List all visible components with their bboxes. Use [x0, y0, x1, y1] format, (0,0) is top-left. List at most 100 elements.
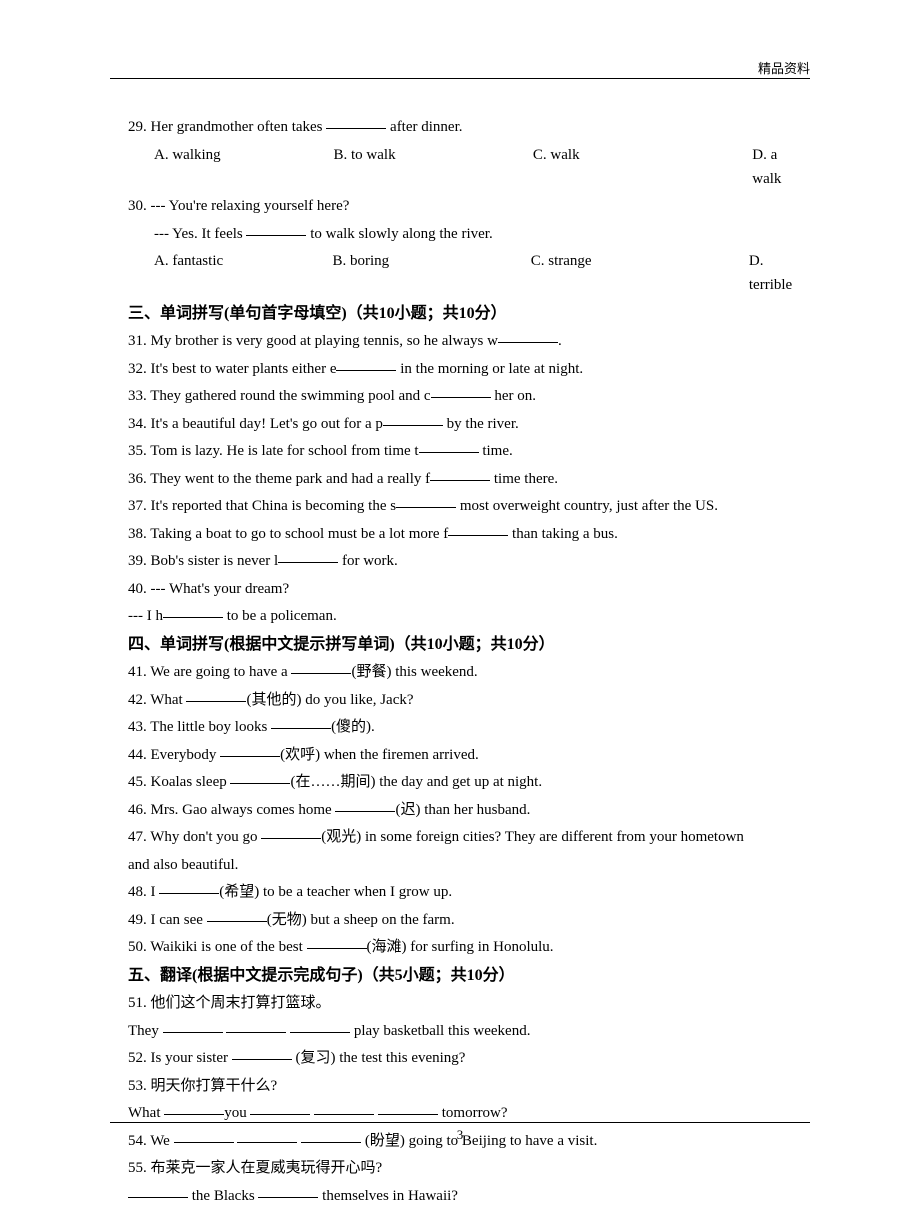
q35-b: time.	[479, 443, 513, 459]
blank	[220, 743, 280, 757]
blank	[326, 115, 386, 129]
q45-b: (在……期间) the day and get up at night.	[290, 774, 542, 790]
q32-b: in the morning or late at night.	[396, 361, 583, 377]
blank	[230, 770, 290, 784]
q50-b: (海滩) for surfing in Honolulu.	[367, 939, 554, 955]
q29-opt-c: C. walk	[533, 143, 752, 191]
q33-b: her on.	[491, 388, 536, 404]
q45-a: 45. Koalas sleep	[128, 774, 230, 790]
blank	[163, 604, 223, 618]
blank	[378, 1101, 438, 1115]
blank	[383, 412, 443, 426]
q44-a: 44. Everybody	[128, 747, 220, 763]
section5-title: 五、翻译(根据中文提示完成句子)（共5小题；共10分）	[128, 963, 810, 989]
q30-line1: 30. --- You're relaxing yourself here?	[128, 194, 810, 218]
q31-b: .	[558, 333, 562, 349]
q44: 44. Everybody (欢呼) when the firemen arri…	[128, 743, 810, 767]
q47-line2: and also beautiful.	[128, 853, 810, 877]
blank	[159, 880, 219, 894]
blank	[163, 1019, 223, 1033]
q36-b: time there.	[490, 471, 558, 487]
q36-a: 36. They went to the theme park and had …	[128, 471, 430, 487]
q53-b: you	[224, 1105, 250, 1121]
q30-opt-c: C. strange	[531, 249, 749, 297]
q30-line2: --- Yes. It feels to walk slowly along t…	[128, 222, 810, 246]
page-content: 29. Her grandmother often takes after di…	[128, 115, 810, 1211]
q53-c: tomorrow?	[438, 1105, 508, 1121]
q47-a: 47. Why don't you go	[128, 829, 261, 845]
q30-opt-b: B. boring	[332, 249, 530, 297]
blank	[186, 688, 246, 702]
blank	[430, 467, 490, 481]
blank	[164, 1101, 224, 1115]
q40-line2: --- I h to be a policeman.	[128, 604, 810, 628]
blank	[226, 1019, 286, 1033]
q52-a: 52. Is your sister	[128, 1050, 232, 1066]
q29-text-a: 29. Her grandmother often takes	[128, 119, 326, 135]
q47-b: (观光) in some foreign cities? They are di…	[321, 829, 744, 845]
q51-line1: 51. 他们这个周末打算打篮球。	[128, 991, 810, 1015]
q49-b: (无物) but a sheep on the farm.	[267, 912, 455, 928]
q29-text-b: after dinner.	[386, 119, 462, 135]
blank	[261, 825, 321, 839]
q39-a: 39. Bob's sister is never l	[128, 553, 278, 569]
q48-a: 48. I	[128, 884, 159, 900]
q55-line1: 55. 布莱克一家人在夏威夷玩得开心吗?	[128, 1156, 810, 1180]
blank	[250, 1101, 310, 1115]
q29-opt-b: B. to walk	[333, 143, 532, 191]
blank	[307, 935, 367, 949]
q46-a: 46. Mrs. Gao always comes home	[128, 802, 335, 818]
q33-a: 33. They gathered round the swimming poo…	[128, 388, 431, 404]
q46: 46. Mrs. Gao always comes home (迟) than …	[128, 798, 810, 822]
q42-b: (其他的) do you like, Jack?	[246, 692, 413, 708]
q29-options: A. walking B. to walk C. walk D. a walk	[128, 143, 810, 191]
blank	[336, 357, 396, 371]
q40-line1: 40. --- What's your dream?	[128, 577, 810, 601]
q35-a: 35. Tom is lazy. He is late for school f…	[128, 443, 419, 459]
q30-text-b: to walk slowly along the river.	[306, 226, 492, 242]
q55-b: themselves in Hawaii?	[318, 1188, 458, 1204]
q37-b: most overweight country, just after the …	[456, 498, 718, 514]
q30-options: A. fantastic B. boring C. strange D. ter…	[128, 249, 810, 297]
q34: 34. It's a beautiful day! Let's go out f…	[128, 412, 810, 436]
blank	[291, 660, 351, 674]
q50: 50. Waikiki is one of the best (海滩) for …	[128, 935, 810, 959]
blank	[246, 222, 306, 236]
q29-stem: 29. Her grandmother often takes after di…	[128, 115, 810, 139]
q48: 48. I (希望) to be a teacher when I grow u…	[128, 880, 810, 904]
blank	[396, 494, 456, 508]
q38: 38. Taking a boat to go to school must b…	[128, 522, 810, 546]
q34-a: 34. It's a beautiful day! Let's go out f…	[128, 416, 383, 432]
q50-a: 50. Waikiki is one of the best	[128, 939, 307, 955]
q51-a: They	[128, 1023, 163, 1039]
q38-a: 38. Taking a boat to go to school must b…	[128, 526, 448, 542]
blank	[290, 1019, 350, 1033]
q55-a: the Blacks	[188, 1188, 258, 1204]
section3-title: 三、单词拼写(单句首字母填空)（共10小题；共10分）	[128, 301, 810, 327]
q34-b: by the river.	[443, 416, 519, 432]
q33: 33. They gathered round the swimming poo…	[128, 384, 810, 408]
q51-b: play basketball this weekend.	[350, 1023, 530, 1039]
blank	[271, 715, 331, 729]
header-rule	[110, 78, 810, 79]
q38-b: than taking a bus.	[508, 526, 618, 542]
q48-b: (希望) to be a teacher when I grow up.	[219, 884, 452, 900]
q39-b: for work.	[338, 553, 398, 569]
blank	[314, 1101, 374, 1115]
q37: 37. It's reported that China is becoming…	[128, 494, 810, 518]
q37-a: 37. It's reported that China is becoming…	[128, 498, 396, 514]
q42-a: 42. What	[128, 692, 186, 708]
q53-a: What	[128, 1105, 164, 1121]
q52: 52. Is your sister (复习) the test this ev…	[128, 1046, 810, 1070]
q32: 32. It's best to water plants either e i…	[128, 357, 810, 381]
q43-b: (傻的).	[331, 719, 375, 735]
q40-a: --- I h	[128, 608, 163, 624]
q49-a: 49. I can see	[128, 912, 207, 928]
q52-b: (复习) the test this evening?	[292, 1050, 466, 1066]
q30-opt-a: A. fantastic	[154, 249, 332, 297]
blank	[419, 439, 479, 453]
q42: 42. What (其他的) do you like, Jack?	[128, 688, 810, 712]
q31: 31. My brother is very good at playing t…	[128, 329, 810, 353]
blank	[431, 384, 491, 398]
q35: 35. Tom is lazy. He is late for school f…	[128, 439, 810, 463]
